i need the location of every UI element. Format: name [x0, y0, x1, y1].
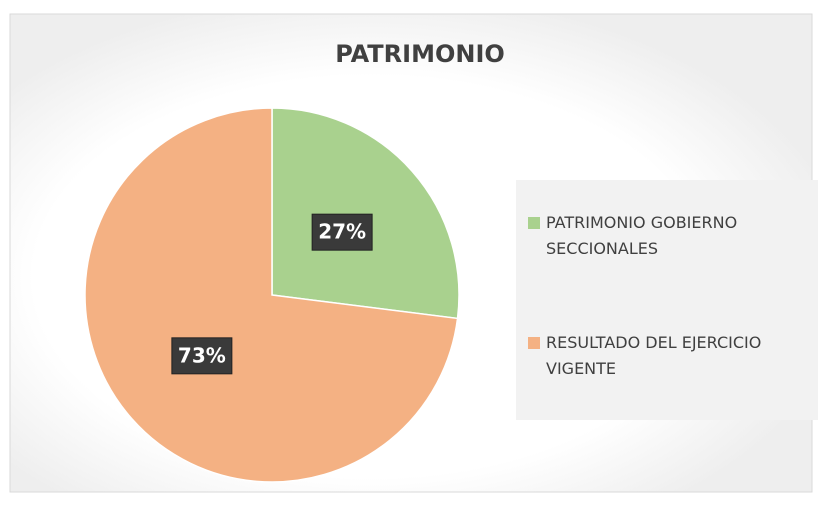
legend-swatch [528, 337, 540, 349]
data-label-box [311, 213, 373, 251]
legend-label: RESULTADO DEL EJERCICIO VIGENTE [546, 333, 762, 378]
pie-slice [271, 107, 460, 320]
legend-item: PATRIMONIO GOBIERNO SECCIONALES [528, 210, 813, 262]
legend-item: RESULTADO DEL EJERCICIO VIGENTE [528, 330, 813, 382]
chart-title: PATRIMONIO [335, 40, 505, 68]
data-label: 73% [178, 343, 226, 367]
legend: PATRIMONIO GOBIERNO SECCIONALES RESULTADO… [516, 180, 818, 420]
data-label: 27% [318, 220, 366, 244]
pie-slice [84, 107, 459, 483]
data-label-box [171, 337, 233, 375]
legend-swatch [528, 217, 540, 229]
legend-label: PATRIMONIO GOBIERNO SECCIONALES [546, 213, 738, 258]
